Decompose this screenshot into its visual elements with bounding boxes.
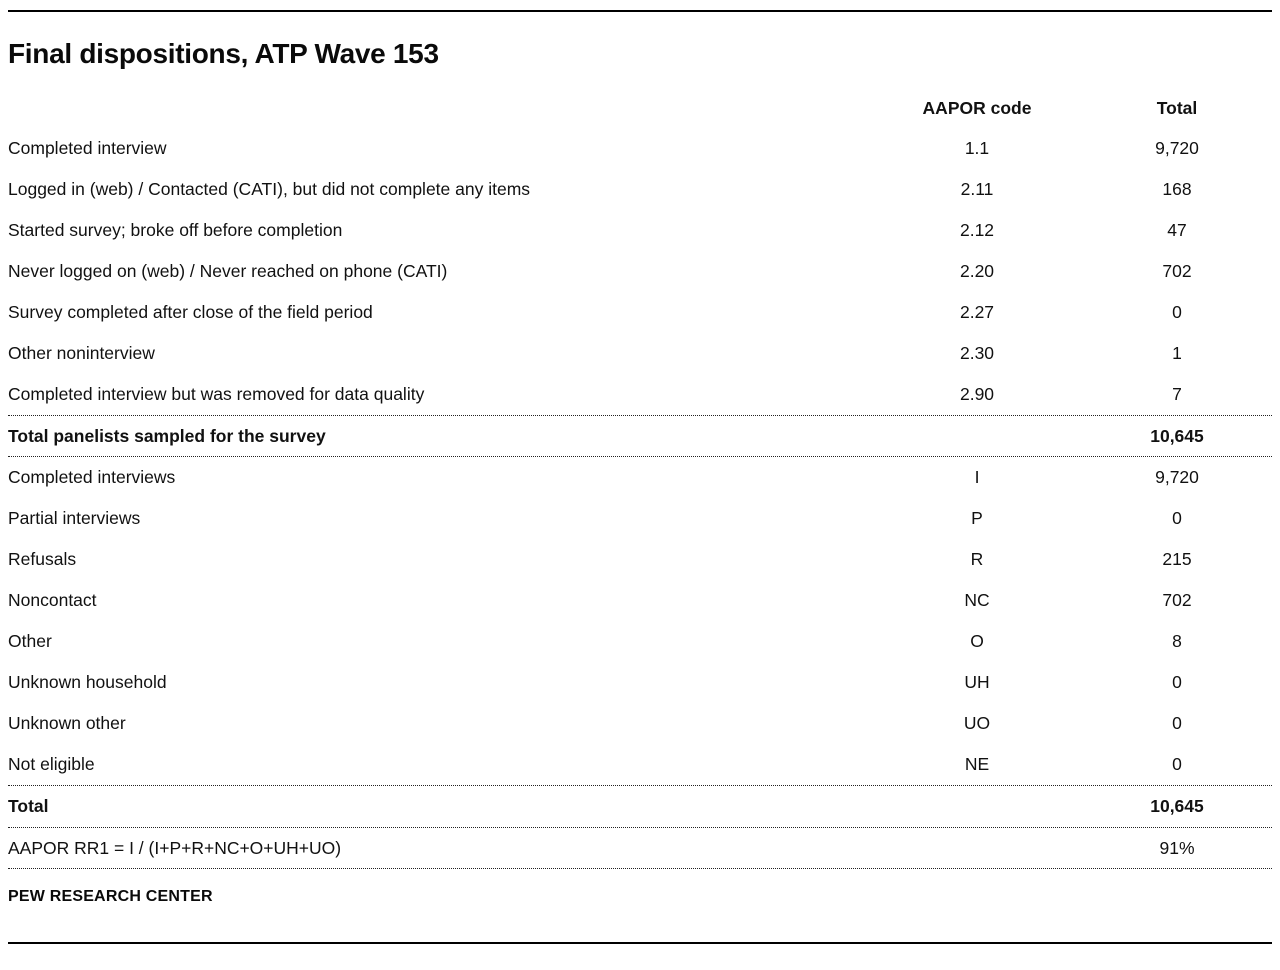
row-total: 7 [1172, 384, 1182, 404]
row-aapor-code: 2.11 [960, 179, 994, 199]
row-label: Other noninterview [8, 343, 155, 363]
table-row: Other noninterview 2.30 1 [8, 333, 1272, 374]
row-total: 0 [1172, 672, 1182, 692]
row-aapor-code: UH [964, 672, 990, 692]
row-total: 9,720 [1155, 467, 1199, 487]
row-label: Survey completed after close of the fiel… [8, 302, 373, 322]
row-label: Started survey; broke off before complet… [8, 220, 343, 240]
row-label: Not eligible [8, 754, 95, 774]
table-row: Completed interview 1.1 9,720 [8, 128, 1272, 169]
row-label: AAPOR RR1 = I / (I+P+R+NC+O+UH+UO) [8, 837, 342, 858]
row-aapor-code: UO [963, 713, 991, 733]
top-rule [8, 10, 1272, 12]
row-label: Unknown household [8, 672, 167, 692]
row-label: Logged in (web) / Contacted (CATI), but … [8, 179, 531, 199]
table-row: Other O 8 [8, 621, 1272, 662]
table-row: Completed interviews I 9,720 [8, 457, 1272, 498]
table-row: Unknown other UO 0 [8, 703, 1272, 744]
row-total: 0 [1172, 713, 1182, 733]
table-row: Started survey; broke off before complet… [8, 210, 1272, 251]
page-title: Final dispositions, ATP Wave 153 [8, 38, 439, 69]
row-total: 8 [1172, 631, 1182, 651]
row-aapor-code: 2.90 [959, 384, 995, 404]
row-aapor-code: 2.20 [959, 261, 995, 281]
row-total: 10,645 [1150, 425, 1204, 446]
row-aapor-code: NE [964, 754, 990, 774]
row-total: 0 [1172, 754, 1182, 774]
row-aapor-code: 2.27 [959, 302, 995, 322]
column-header-aapor-code: AAPOR code [922, 97, 1032, 118]
row-label: Refusals [8, 549, 77, 569]
row-label: Total [8, 796, 49, 816]
table-row: Noncontact NC 702 [8, 580, 1272, 621]
row-total: 1 [1172, 343, 1182, 363]
row-total: 215 [1162, 549, 1192, 569]
row-label: Total panelists sampled for the survey [8, 425, 326, 446]
row-aapor-code: I [974, 467, 980, 487]
row-total: 168 [1162, 179, 1192, 199]
column-header-total: Total [1156, 97, 1198, 118]
source-attribution: PEW RESEARCH CENTER [8, 888, 213, 905]
row-total: 47 [1167, 220, 1187, 240]
row-aapor-code: P [971, 508, 983, 528]
bottom-rule [8, 942, 1272, 944]
row-total: 0 [1172, 302, 1182, 322]
row-aapor-code: NC [964, 590, 990, 610]
row-label: Unknown other [8, 713, 126, 733]
table-row: Not eligible NE 0 [8, 744, 1272, 785]
row-total: 10,645 [1150, 796, 1204, 816]
row-label: Completed interview [8, 138, 167, 158]
table-header-row: AAPOR code Total [8, 88, 1272, 128]
table-row: Survey completed after close of the fiel… [8, 292, 1272, 333]
sampled-total-row: Total panelists sampled for the survey 1… [8, 415, 1272, 457]
row-label: Never logged on (web) / Never reached on… [8, 261, 448, 281]
table-row: Unknown household UH 0 [8, 662, 1272, 703]
table-row: Completed interview but was removed for … [8, 374, 1272, 415]
table-row: Refusals R 215 [8, 539, 1272, 580]
table-row: Partial interviews P 0 [8, 498, 1272, 539]
row-total: 0 [1172, 508, 1182, 528]
row-aapor-code: 1.1 [964, 138, 990, 158]
grand-total-row: Total 10,645 [8, 785, 1272, 827]
row-label: Completed interview but was removed for … [8, 384, 425, 404]
row-label: Other [8, 631, 52, 651]
response-rate-row: AAPOR RR1 = I / (I+P+R+NC+O+UH+UO) 91% [8, 827, 1272, 869]
table-row: Logged in (web) / Contacted (CATI), but … [8, 169, 1272, 210]
row-label: Partial interviews [8, 508, 141, 528]
row-total: 91% [1159, 837, 1195, 858]
row-aapor-code: O [970, 631, 984, 651]
row-total: 9,720 [1155, 138, 1199, 158]
row-total: 702 [1162, 261, 1192, 281]
row-aapor-code: 2.12 [959, 220, 995, 240]
row-total: 702 [1162, 590, 1192, 610]
row-aapor-code: 2.30 [959, 343, 995, 363]
report-page: Final dispositions, ATP Wave 153 AAPOR c… [0, 10, 1280, 944]
table-row: Never logged on (web) / Never reached on… [8, 251, 1272, 292]
row-aapor-code: R [970, 549, 984, 569]
row-label: Noncontact [8, 590, 97, 610]
row-label: Completed interviews [8, 467, 176, 487]
